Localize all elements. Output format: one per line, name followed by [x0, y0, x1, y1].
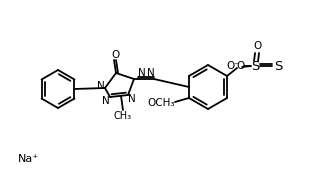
- Text: Na⁺: Na⁺: [18, 154, 39, 164]
- Text: OCH₃: OCH₃: [147, 98, 175, 108]
- Text: S: S: [251, 60, 259, 73]
- Text: O: O: [253, 41, 261, 51]
- Text: S: S: [274, 60, 282, 73]
- Text: N: N: [97, 81, 105, 91]
- Text: O: O: [236, 61, 244, 71]
- Text: N: N: [147, 68, 155, 78]
- Text: N: N: [128, 94, 136, 104]
- Text: N: N: [138, 68, 146, 78]
- Text: O: O: [111, 50, 119, 60]
- Text: CH₃: CH₃: [114, 111, 132, 121]
- Text: N: N: [102, 96, 110, 106]
- Text: O⁻: O⁻: [226, 61, 240, 71]
